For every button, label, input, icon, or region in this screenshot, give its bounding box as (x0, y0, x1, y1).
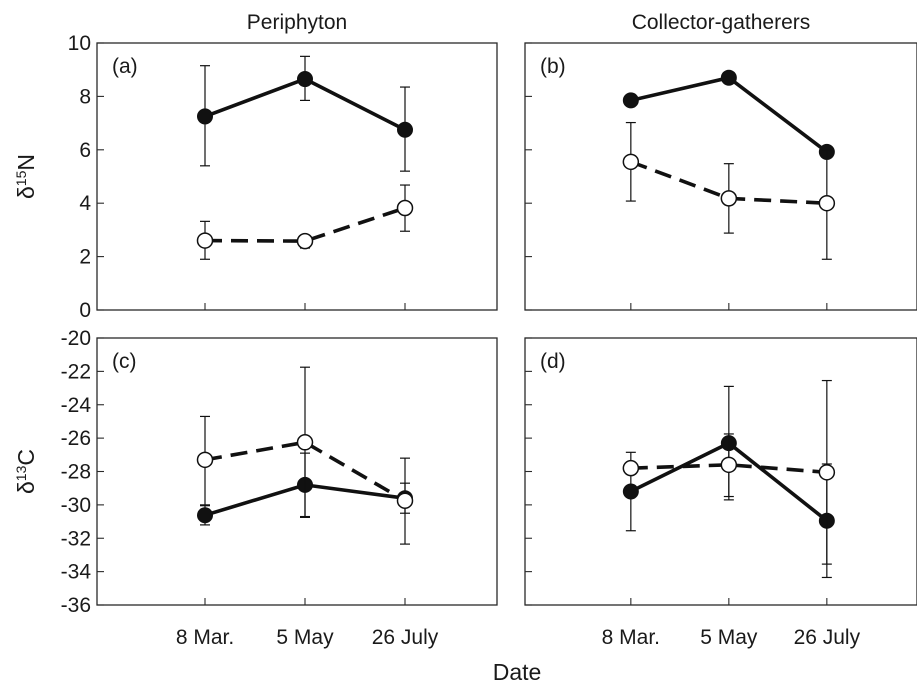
y-tick-label: 8 (79, 85, 91, 108)
y-tick-label: -36 (61, 594, 91, 617)
data-point-d-open (622, 459, 640, 477)
data-point-d-filled (622, 483, 639, 500)
y-tick-label: -32 (61, 527, 91, 550)
y-axis-title-delta: δ (13, 186, 39, 199)
data-point-a-open (396, 199, 414, 217)
y-axis-title-n15: δ15N (13, 154, 39, 199)
column-title-periphyton: Periphyton (247, 11, 347, 34)
y-axis-title-superscript: 13 (13, 465, 29, 481)
y-tick-label: -28 (61, 461, 91, 484)
data-point-c-open (296, 434, 314, 451)
panel-frame-b (524, 42, 917, 311)
y-tick-label: -24 (61, 394, 92, 417)
y-tick-label: 4 (79, 192, 91, 215)
panel-frame-a (96, 42, 498, 311)
panel-label-d: (d) (540, 350, 566, 373)
data-point-b-filled (720, 69, 737, 86)
x-tick-label: 8 Mar. (602, 626, 660, 649)
column-title-collector-gatherers: Collector-gatherers (632, 11, 811, 34)
series-line-d-open (630, 462, 827, 475)
data-point-a-filled (197, 108, 213, 125)
y-axis-title-c13: δ13C (13, 449, 39, 494)
series-line-a-open (204, 206, 406, 243)
series-line-b-filled (630, 75, 828, 154)
data-point-c-filled (197, 507, 213, 524)
data-point-a-open (296, 232, 314, 250)
data-point-c-open (196, 451, 214, 469)
y-axis-title-element: N (13, 154, 39, 171)
x-tick-label: 26 July (372, 626, 439, 649)
y-axis-title-superscript: 15 (13, 170, 29, 186)
data-point-d-open (720, 456, 738, 474)
x-tick-label: 5 May (700, 626, 758, 649)
x-tick-label: 26 July (794, 626, 861, 649)
y-axis-title-element: C (13, 449, 39, 466)
panel-label-a: (a) (112, 55, 138, 78)
y-tick-label: -20 (61, 327, 91, 350)
data-point-a-filled (397, 121, 413, 138)
y-tick-label: -30 (61, 494, 91, 517)
y-tick-label: -26 (61, 427, 91, 450)
panel-frame-c (96, 337, 498, 606)
y-tick-label: -22 (61, 360, 91, 383)
data-point-c-open (396, 492, 414, 509)
data-point-b-open (818, 194, 836, 212)
data-point-b-open (720, 190, 738, 207)
y-tick-label: 10 (68, 32, 91, 55)
chart-layer: Periphyton Collector-gatherers0246810δ15N… (13, 11, 917, 685)
y-axis-title-delta: δ (13, 481, 39, 494)
data-point-b-open (622, 153, 640, 171)
data-point-a-open (196, 232, 214, 249)
data-point-a-filled (297, 71, 313, 88)
x-axis-title: Date (493, 659, 542, 685)
y-tick-label: 2 (79, 246, 91, 269)
panel-label-c: (c) (112, 350, 137, 373)
y-tick-label: 6 (79, 139, 91, 162)
data-point-d-open (818, 464, 836, 481)
panel-frame-d (524, 337, 917, 606)
panel-label-b: (b) (540, 55, 566, 78)
data-point-b-filled (622, 92, 639, 109)
y-tick-label: -34 (61, 561, 92, 584)
series-line-c-open (204, 440, 406, 503)
x-tick-label: 8 Mar. (176, 626, 234, 649)
y-tick-label: 0 (79, 299, 91, 322)
x-tick-label: 5 May (276, 626, 334, 649)
